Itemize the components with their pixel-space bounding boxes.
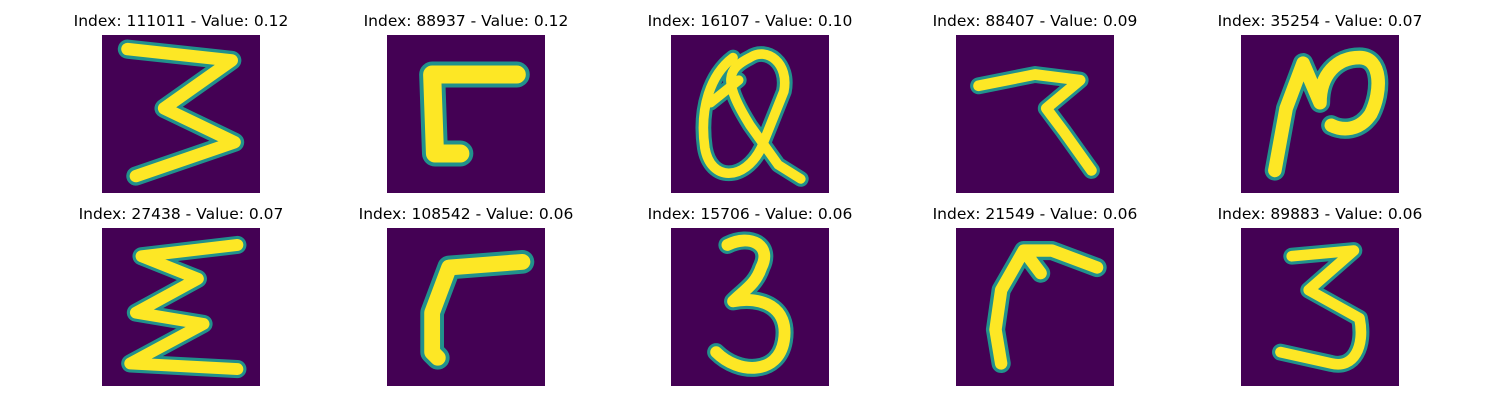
panel-title: Index: 16107 - Value: 0.10 xyxy=(647,12,853,30)
digit-image xyxy=(1241,35,1399,193)
digit-image xyxy=(671,35,829,193)
panel-title: Index: 21549 - Value: 0.06 xyxy=(932,205,1138,223)
digit-image xyxy=(102,35,260,193)
digit-image xyxy=(387,35,545,193)
panel-title: Index: 27438 - Value: 0.07 xyxy=(78,205,284,223)
digit-image xyxy=(956,228,1114,386)
digit-image xyxy=(387,228,545,386)
panel-title: Index: 89883 - Value: 0.06 xyxy=(1217,205,1423,223)
panel-title: Index: 35254 - Value: 0.07 xyxy=(1217,12,1423,30)
digit-image xyxy=(671,228,829,386)
digit-image xyxy=(956,35,1114,193)
panel-title: Index: 111011 - Value: 0.12 xyxy=(73,12,289,30)
panel-title: Index: 88937 - Value: 0.12 xyxy=(363,12,569,30)
digit-image xyxy=(1241,228,1399,386)
panel-title: Index: 15706 - Value: 0.06 xyxy=(647,205,853,223)
digit-image xyxy=(102,228,260,386)
panel-title: Index: 88407 - Value: 0.09 xyxy=(932,12,1138,30)
panel-title: Index: 108542 - Value: 0.06 xyxy=(358,205,574,223)
